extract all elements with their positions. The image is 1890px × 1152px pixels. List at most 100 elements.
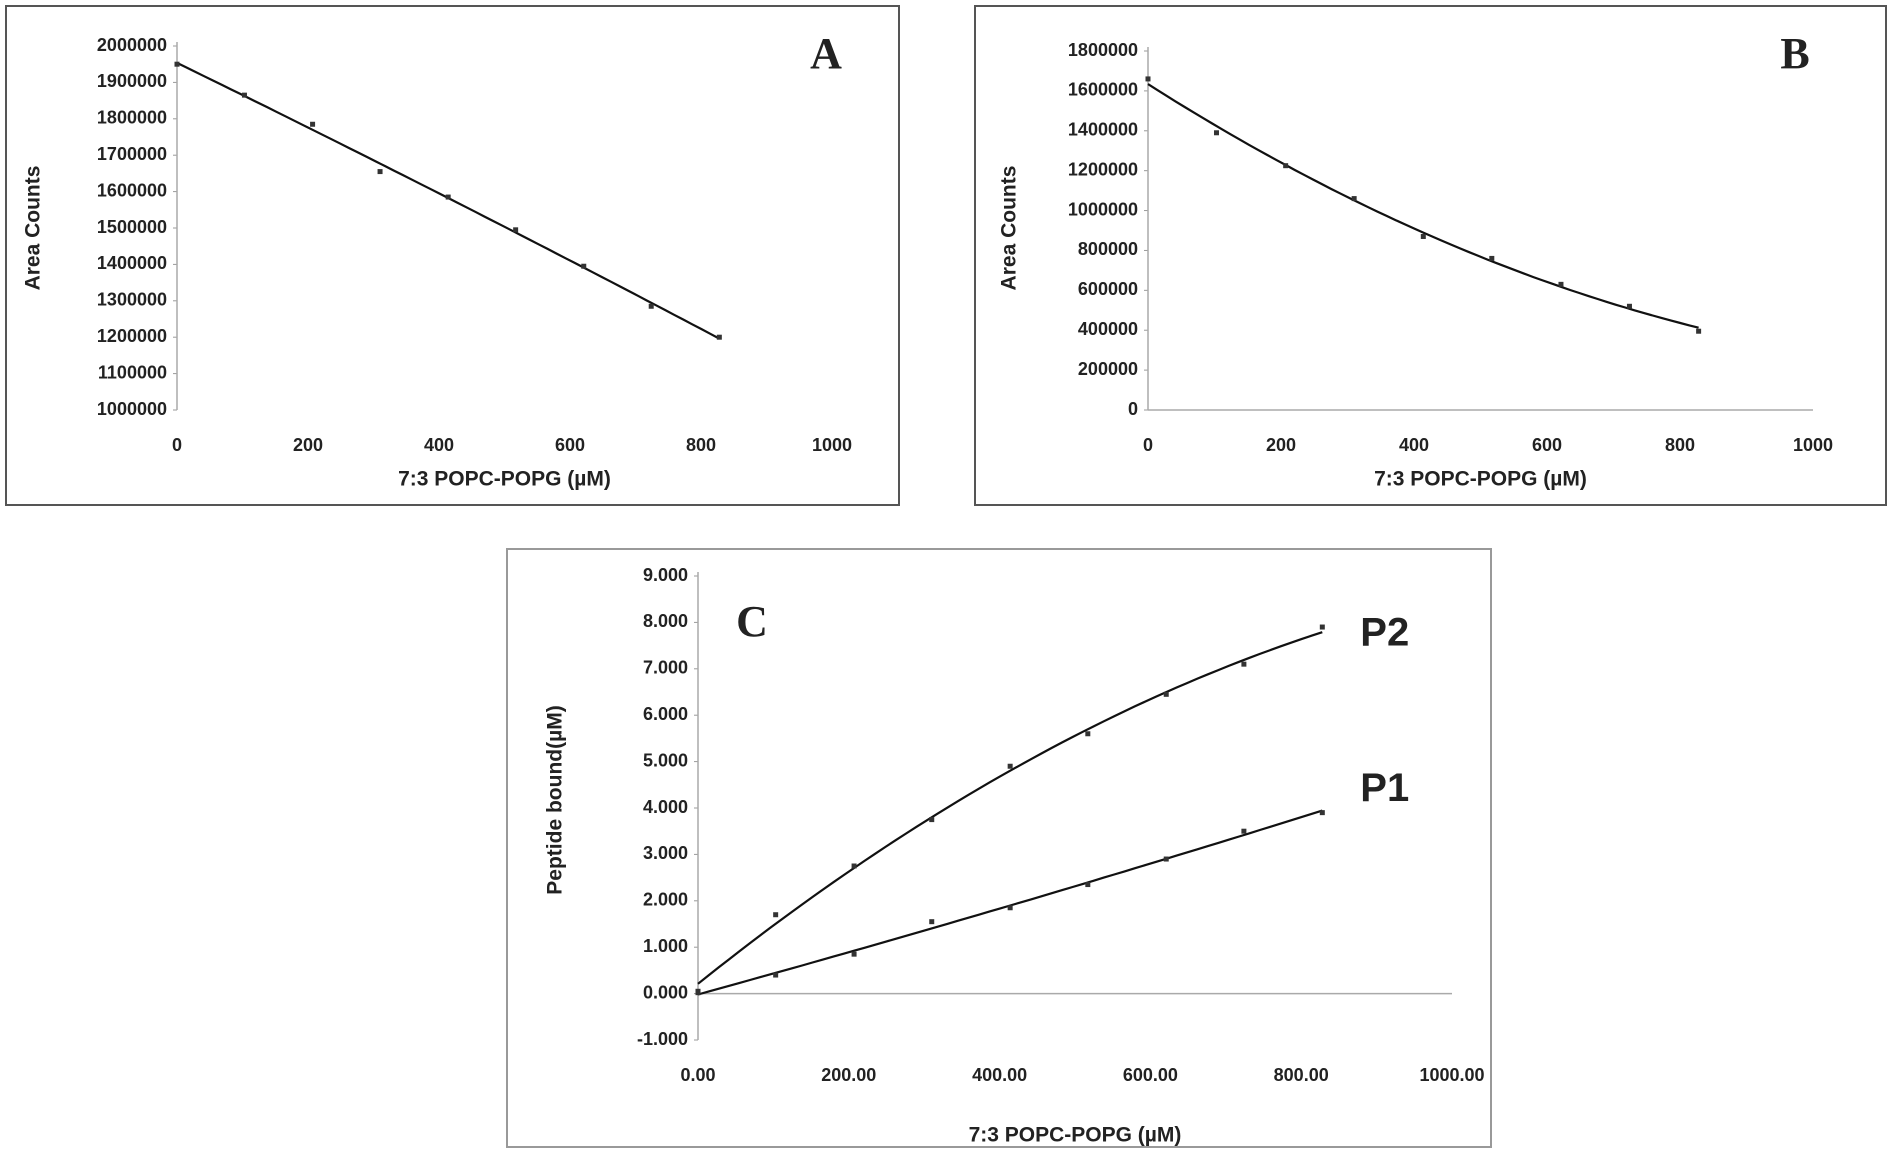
x-tick-label: 1000 [1793, 435, 1833, 455]
x-axis-title: 7:3 POPC-POPG (µM) [1374, 468, 1587, 491]
data-point [174, 61, 180, 67]
y-axis-title: Peptide bound(µM) [544, 705, 567, 894]
data-point [1283, 163, 1289, 169]
data-point [1351, 196, 1357, 202]
y-tick-label: 1900000 [97, 71, 167, 91]
x-tick-label: 600 [1532, 435, 1562, 455]
trend-line [1147, 83, 1699, 329]
y-tick-label: 1800000 [1068, 40, 1138, 60]
y-tick-label: 4.000 [643, 797, 688, 817]
x-tick-label: 400.00 [972, 1065, 1027, 1085]
y-tick-label: 1600000 [97, 180, 167, 200]
x-tick-label: 400 [424, 435, 454, 455]
x-tick-label: 1000.00 [1419, 1065, 1484, 1085]
data-point [1626, 303, 1632, 309]
panel-label: B [1780, 29, 1809, 78]
data-point [241, 92, 247, 98]
y-tick-label: 200000 [1078, 359, 1138, 379]
x-tick-label: 600 [555, 435, 585, 455]
panel-frame [974, 5, 1887, 506]
y-axis-title: Area Counts [22, 166, 45, 291]
data-point [648, 303, 654, 309]
x-tick-label: 200 [293, 435, 323, 455]
y-tick-label: 1000000 [1068, 199, 1138, 219]
x-axis-title: 7:3 POPC-POPG (µM) [398, 468, 611, 491]
data-point [1085, 882, 1091, 888]
data-point [377, 169, 383, 175]
y-tick-label: 1400000 [1068, 120, 1138, 140]
data-point [1696, 328, 1702, 334]
y-tick-label: 2.000 [643, 890, 688, 910]
data-point [716, 334, 722, 340]
data-point [1007, 905, 1013, 911]
data-point [1163, 856, 1169, 862]
y-tick-label: 1800000 [97, 108, 167, 128]
y-tick-label: 1600000 [1068, 80, 1138, 100]
y-tick-label: 1700000 [97, 144, 167, 164]
y-tick-label: 2000000 [97, 35, 167, 55]
panel-label: C [736, 597, 768, 646]
data-point [1558, 281, 1564, 287]
x-tick-label: 0 [1143, 435, 1153, 455]
y-tick-label: -1.000 [637, 1029, 688, 1049]
y-tick-label: 1000000 [97, 399, 167, 419]
data-point [773, 972, 779, 978]
data-point [1145, 76, 1151, 82]
y-tick-label: 1500000 [97, 217, 167, 237]
x-tick-label: 800 [1665, 435, 1695, 455]
y-tick-label: 5.000 [643, 750, 688, 770]
data-point [1163, 691, 1169, 697]
y-tick-label: 3.000 [643, 843, 688, 863]
data-point [929, 919, 935, 925]
data-point [1213, 130, 1219, 136]
data-point [851, 951, 857, 957]
data-point [773, 912, 779, 918]
data-point [445, 194, 451, 200]
y-tick-label: 0 [1128, 399, 1138, 419]
y-axis-title: Area Counts [998, 166, 1021, 291]
x-axis-title: 7:3 POPC-POPG (µM) [969, 1124, 1182, 1147]
data-point [513, 227, 519, 233]
x-tick-label: 0.00 [680, 1065, 715, 1085]
series-label: P2 [1360, 611, 1409, 655]
y-tick-label: 1.000 [643, 936, 688, 956]
data-point [1241, 828, 1247, 834]
data-point [1319, 810, 1325, 816]
data-point [1007, 763, 1013, 769]
trend-line [697, 631, 1323, 985]
x-tick-label: 800.00 [1274, 1065, 1329, 1085]
y-tick-label: 800000 [1078, 239, 1138, 259]
series-label: P1 [1360, 766, 1409, 810]
x-tick-label: 800 [686, 435, 716, 455]
data-point [695, 990, 701, 996]
data-point [1319, 624, 1325, 630]
x-tick-label: 0 [172, 435, 182, 455]
data-point [851, 863, 857, 869]
data-point [1241, 661, 1247, 667]
panel-frame [5, 5, 900, 506]
y-tick-label: 6.000 [643, 704, 688, 724]
x-tick-label: 200.00 [821, 1065, 876, 1085]
y-tick-label: 9.000 [643, 565, 688, 585]
data-point [581, 263, 587, 269]
data-point [1420, 233, 1426, 239]
x-tick-label: 400 [1399, 435, 1429, 455]
y-tick-label: 1300000 [97, 290, 167, 310]
y-tick-label: 1200000 [97, 326, 167, 346]
y-tick-label: 7.000 [643, 658, 688, 678]
x-tick-label: 1000 [812, 435, 852, 455]
panel-frame [506, 548, 1492, 1148]
y-tick-label: 400000 [1078, 319, 1138, 339]
y-tick-label: 8.000 [643, 611, 688, 631]
x-tick-label: 600.00 [1123, 1065, 1178, 1085]
y-tick-label: 600000 [1078, 279, 1138, 299]
data-point [1489, 255, 1495, 261]
data-point [1085, 731, 1091, 737]
y-tick-label: 1400000 [97, 253, 167, 273]
data-point [929, 817, 935, 823]
y-tick-label: 1200000 [1068, 159, 1138, 179]
panel-label: A [810, 29, 842, 78]
x-tick-label: 200 [1266, 435, 1296, 455]
data-point [310, 121, 316, 127]
